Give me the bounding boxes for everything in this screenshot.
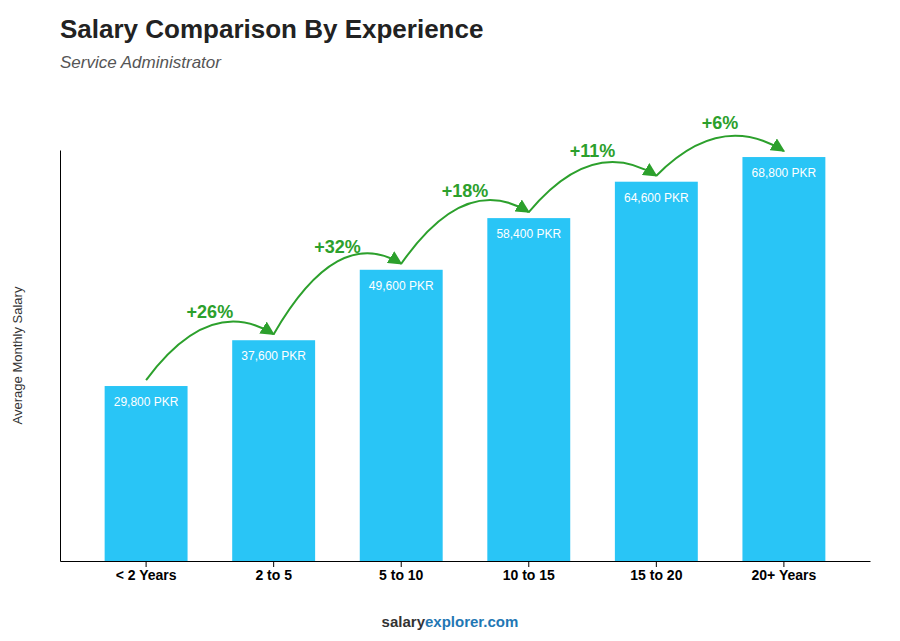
- x-tick: 20+ Years: [752, 561, 817, 583]
- x-tick-label: 2 to 5: [255, 567, 292, 583]
- x-tick-label: 15 to 20: [630, 567, 682, 583]
- change-arrow: [656, 136, 784, 176]
- data-label: 68,800 PKR: [752, 166, 817, 180]
- data-label: 37,600 PKR: [241, 349, 306, 363]
- bar: [360, 270, 443, 561]
- data-labels: 29,800 PKR 37,600 PKR 49,600 PKR 58,400 PKR…: [114, 166, 817, 409]
- x-tick: 2 to 5: [255, 561, 292, 583]
- x-axis: < 2 Years 2 to 5 5 to 10 10 to 15 15 to 20 20…: [61, 561, 871, 583]
- change-arrow: [529, 162, 657, 212]
- data-label: 64,600 PKR: [624, 191, 689, 205]
- plot: < 2 Years 2 to 5 5 to 10 10 to 15 15 to 20 20…: [61, 113, 871, 583]
- x-tick: 15 to 20: [630, 561, 682, 583]
- x-tick: 5 to 10: [379, 561, 424, 583]
- y-axis: [60, 151, 61, 562]
- y-label: Average Monthly Salary: [10, 286, 25, 424]
- bar: [232, 340, 315, 561]
- change-label: +32%: [314, 237, 361, 257]
- change-label: +18%: [442, 181, 489, 201]
- x-tick: < 2 Years: [116, 561, 177, 583]
- change-annotations: +26% +32% +18% +11% +6%: [146, 113, 784, 380]
- x-tick-label: 5 to 10: [379, 567, 424, 583]
- change-arrow: [146, 322, 274, 381]
- x-tick: 10 to 15: [503, 561, 555, 583]
- x-axis-line: [61, 561, 871, 562]
- change-label: +11%: [570, 141, 616, 161]
- bar: [487, 218, 570, 561]
- data-label: 29,800 PKR: [114, 395, 179, 409]
- change-label: +26%: [187, 302, 234, 322]
- bar: [742, 157, 825, 561]
- footer: salaryexplorer.com: [382, 613, 519, 630]
- footer-part: explorer.com: [425, 613, 518, 630]
- change-arrow: [401, 200, 529, 264]
- data-label: 49,600 PKR: [369, 279, 434, 293]
- x-tick-label: < 2 Years: [116, 567, 177, 583]
- chart: Salary Comparison By Experience Service A…: [0, 0, 900, 641]
- bar: [105, 386, 188, 561]
- bar: [615, 182, 698, 561]
- change-label: +6%: [702, 113, 739, 133]
- x-tick-label: 10 to 15: [503, 567, 555, 583]
- y-axis-line: [60, 151, 61, 562]
- x-tick-label: 20+ Years: [752, 567, 817, 583]
- change-arrow: [274, 253, 402, 334]
- bars: [105, 157, 826, 561]
- footer-part: salary: [382, 613, 426, 630]
- data-label: 58,400 PKR: [496, 227, 561, 241]
- title: Salary Comparison By Experience: [60, 14, 483, 44]
- subtitle: Service Administrator: [60, 53, 222, 72]
